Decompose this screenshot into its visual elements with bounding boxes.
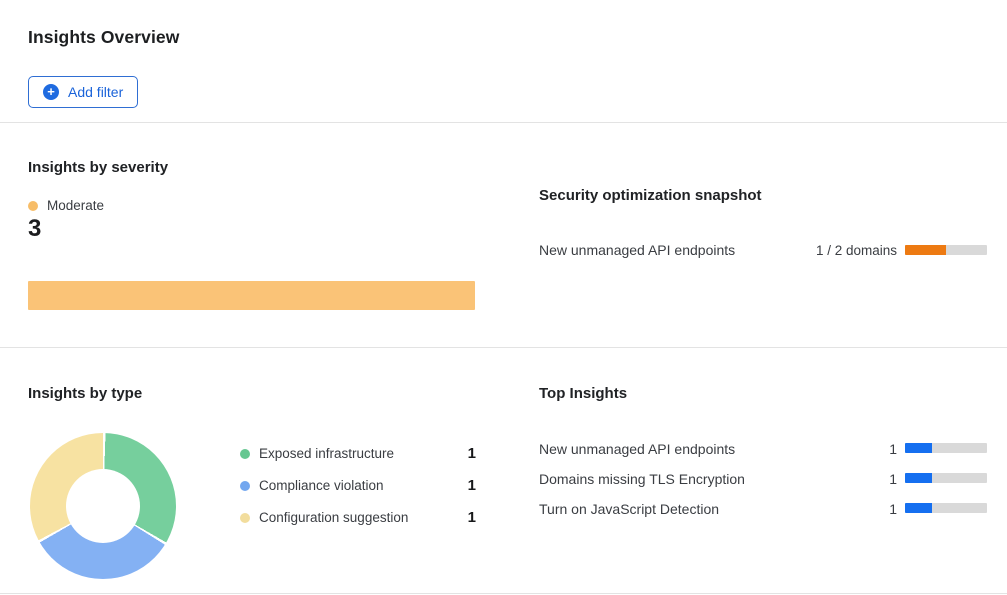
type-legend-item: Configuration suggestion 1 (240, 509, 476, 526)
top-insight-value: 1 (889, 441, 897, 457)
type-panel-title: Insights by type (28, 385, 143, 402)
top-insight-value: 1 (889, 471, 897, 487)
top-insight-label: New unmanaged API endpoints (539, 441, 736, 457)
snapshot-progress-fill (905, 245, 946, 255)
top-insight-label: Domains missing TLS Encryption (539, 471, 745, 487)
type-legend-item: Compliance violation 1 (240, 477, 476, 494)
bottom-divider (0, 593, 1007, 594)
type-legend-value: 1 (467, 445, 476, 462)
top-insight-value: 1 (889, 501, 897, 517)
severity-count: 3 (28, 215, 42, 242)
type-legend-item: Exposed infrastructure 1 (240, 445, 476, 462)
exposed-infrastructure-dot (240, 448, 250, 459)
page-title: Insights Overview (28, 27, 180, 47)
type-legend-value: 1 (467, 477, 476, 494)
snapshot-panel-title: Security optimization snapshot (539, 187, 762, 204)
top-insight-bar (905, 473, 987, 483)
add-filter-button[interactable]: + Add filter (28, 76, 139, 108)
snapshot-row-label: New unmanaged API endpoints (539, 242, 736, 258)
severity-bar-chart (28, 281, 475, 310)
compliance-violation-dot (240, 480, 250, 491)
header-divider (0, 122, 1007, 123)
mid-divider (0, 347, 1007, 348)
snapshot-row-value: 1 / 2 domains (815, 243, 897, 258)
type-legend-label: Configuration suggestion (259, 510, 409, 525)
top-insight-label: Turn on JavaScript Detection (539, 501, 720, 517)
add-filter-label: Add filter (68, 84, 124, 100)
severity-legend-item: Moderate (28, 198, 104, 213)
snapshot-progress-bar (905, 245, 987, 255)
type-legend-label: Compliance violation (259, 478, 384, 493)
moderate-legend-label: Moderate (47, 198, 105, 213)
configuration-suggestion-dot (240, 512, 250, 523)
top-insight-bar (905, 503, 987, 513)
top-insight-bar (905, 443, 987, 453)
plus-icon: + (43, 84, 59, 100)
top-insight-bar-fill (905, 503, 933, 513)
top-insights-panel-title: Top Insights (539, 385, 628, 402)
insights-type-donut-chart (30, 433, 176, 579)
type-legend-value: 1 (467, 509, 476, 526)
moderate-legend-dot (28, 200, 38, 211)
type-legend-label: Exposed infrastructure (259, 446, 395, 461)
severity-panel-title: Insights by severity (28, 159, 169, 176)
donut-hole (66, 469, 140, 543)
top-insight-bar-fill (905, 443, 933, 453)
top-insight-bar-fill (905, 473, 933, 483)
